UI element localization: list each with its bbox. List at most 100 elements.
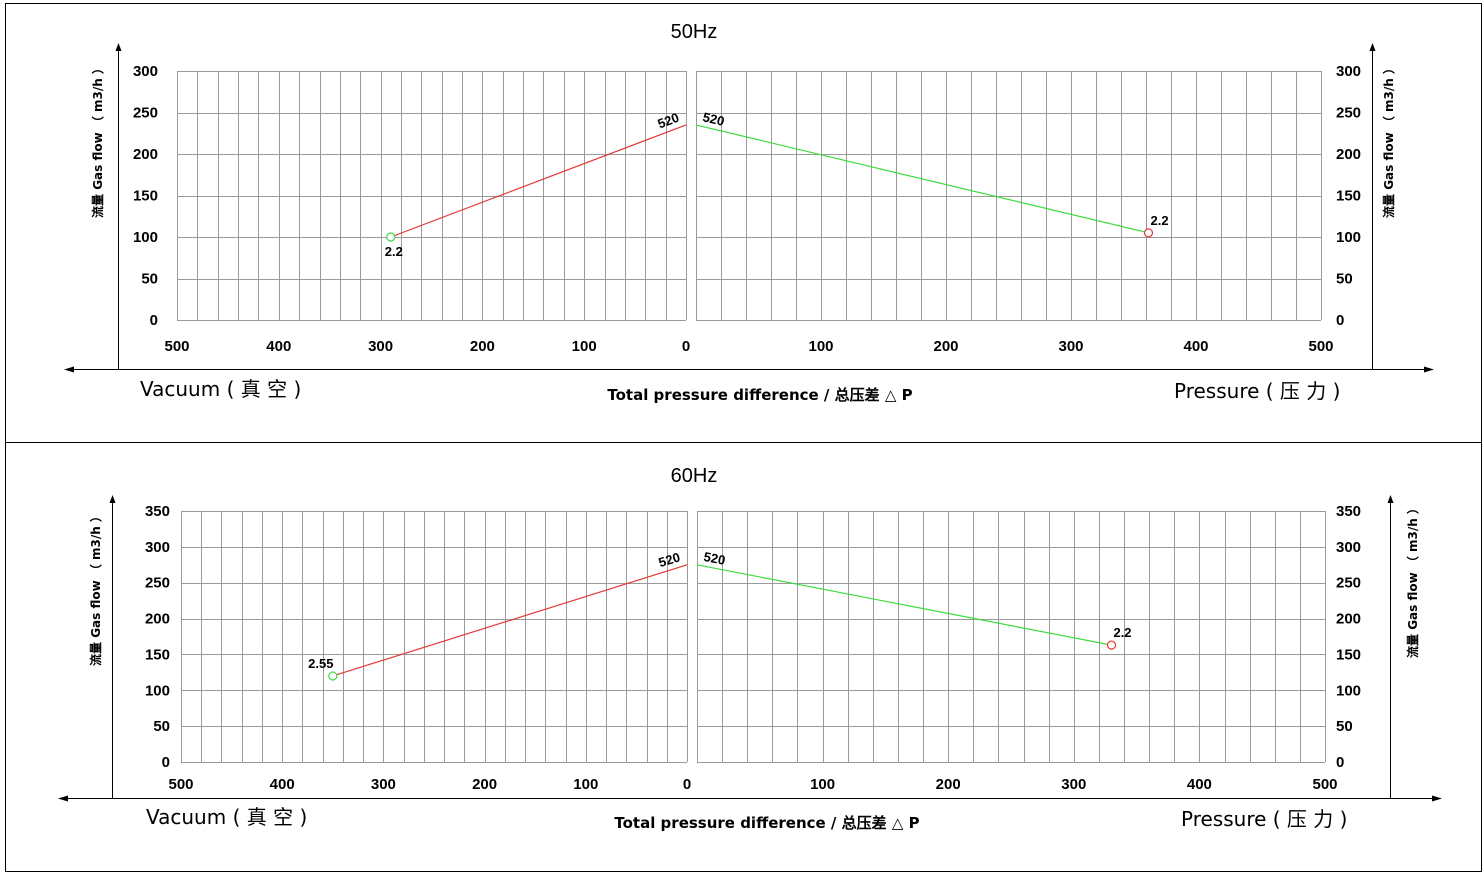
x-tick-label-vacuum: 300	[371, 776, 396, 793]
x-tick-label-pressure: 300	[1061, 776, 1086, 793]
data-label: 520	[657, 549, 682, 570]
y-tick-label-left: 150	[145, 646, 170, 663]
series-line-vacuum	[332, 564, 688, 677]
x-tick-label-vacuum: 400	[270, 776, 295, 793]
y-tick-label-right: 100	[1336, 682, 1361, 699]
y-tick-label-right: 50	[1336, 271, 1353, 288]
data-label: 2.55	[308, 656, 333, 671]
y-axis-label-left: 流量 Gas flow （ m3/h ）	[90, 62, 105, 218]
series-vacuum: 2.2 520	[385, 110, 687, 259]
y-tick-label-left: 200	[133, 146, 158, 163]
x-tick-label-pressure: 100	[810, 776, 835, 793]
y-tick-label-left: 50	[141, 271, 158, 288]
y-tick-label-left: 50	[153, 718, 170, 735]
y-tick-label-left: 200	[145, 611, 170, 628]
y-tick-label-right: 0	[1336, 754, 1344, 771]
series-pressure: 2.2 520	[695, 109, 1169, 238]
x-tick-label-pressure: 400	[1183, 338, 1208, 355]
x-tick-label-vacuum: 300	[368, 338, 393, 355]
data-label: 2.2	[1151, 213, 1169, 228]
right-y-axis-arrow	[1387, 495, 1394, 503]
vacuum-label: Vacuum ( 真 空 )	[146, 805, 307, 829]
x-tick-label-pressure: 500	[1312, 776, 1337, 793]
x-tick-label-vacuum: 0	[682, 338, 690, 355]
x-baseline-arrow-left	[64, 366, 74, 373]
y-tick-label-right: 0	[1336, 312, 1344, 329]
y-tick-label-left: 0	[150, 312, 158, 329]
y-axis-label-left: 流量 Gas flow （ m3/h ）	[88, 510, 103, 666]
data-label: 2.2	[385, 244, 403, 259]
x-baseline-arrow-right	[1424, 366, 1434, 373]
series-line-vacuum	[390, 124, 687, 238]
y-tick-label-left: 100	[145, 682, 170, 699]
series-pressure: 2.2 520	[696, 549, 1132, 650]
x-tick-label-vacuum: 500	[164, 338, 189, 355]
x-tick-label-pressure: 200	[933, 338, 958, 355]
y-tick-label-left: 150	[133, 188, 158, 205]
y-axis-label-right: 流量 Gas flow （ m3/h ）	[1405, 502, 1420, 658]
y-axis-label-right: 流量 Gas flow （ m3/h ）	[1381, 62, 1396, 218]
y-tick-label-right: 200	[1336, 611, 1361, 628]
x-tick-label-pressure: 500	[1308, 338, 1333, 355]
y-tick-label-left: 100	[133, 229, 158, 246]
series-vacuum: 2.55 520	[308, 549, 688, 681]
x-tick-label-pressure: 300	[1058, 338, 1083, 355]
x-tick-label-vacuum: 200	[470, 338, 495, 355]
pressure-label: Pressure ( 压 力 )	[1181, 807, 1347, 831]
x-tick-label-vacuum: 100	[572, 338, 597, 355]
data-label: 520	[701, 109, 726, 129]
y-tick-label-left: 250	[133, 105, 158, 122]
x-axis-label: Total pressure difference / 总压差 △ P	[614, 814, 919, 832]
x-tick-label-pressure: 200	[936, 776, 961, 793]
y-tick-label-right: 300	[1336, 63, 1361, 80]
y-tick-label-right: 50	[1336, 718, 1353, 735]
pressure-label: Pressure ( 压 力 )	[1174, 379, 1340, 403]
x-tick-label-pressure: 100	[808, 338, 833, 355]
y-tick-label-right: 100	[1336, 229, 1361, 246]
series-line-pressure	[696, 564, 1112, 646]
chart-panel-60Hz: 60Hz 0 50 100 150 200 250 300 350 0 50 100 150 200 250…	[58, 465, 1442, 832]
right-y-axis-arrow	[1369, 43, 1376, 51]
left-y-axis-arrow	[109, 495, 116, 503]
y-tick-label-left: 350	[145, 503, 170, 520]
figure-frame	[5, 3, 1482, 872]
x-axis-label: Total pressure difference / 总压差 △ P	[607, 386, 912, 404]
x-tick-label-vacuum: 200	[472, 776, 497, 793]
x-baseline-arrow-right	[1432, 795, 1442, 802]
y-tick-label-right: 250	[1336, 105, 1361, 122]
data-label: 520	[655, 110, 681, 132]
y-tick-label-right: 150	[1336, 188, 1361, 205]
data-point-marker	[328, 671, 338, 681]
data-label: 520	[702, 549, 726, 568]
grid-pressure	[697, 511, 1326, 763]
data-point-marker	[386, 232, 396, 242]
x-tick-label-vacuum: 100	[573, 776, 598, 793]
x-tick-label-vacuum: 400	[266, 338, 291, 355]
data-label: 2.2	[1113, 625, 1131, 640]
data-point-marker	[1143, 228, 1154, 238]
left-y-axis-arrow	[115, 43, 122, 51]
y-tick-label-left: 300	[133, 63, 158, 80]
chart-title: 50Hz	[671, 21, 718, 43]
grid-vacuum	[181, 511, 688, 763]
y-tick-label-right: 200	[1336, 146, 1361, 163]
y-tick-label-right: 300	[1336, 539, 1361, 556]
x-baseline-arrow-left	[58, 795, 68, 802]
y-tick-label-right: 150	[1336, 646, 1361, 663]
grid-pressure	[696, 71, 1322, 321]
y-tick-label-right: 350	[1336, 503, 1361, 520]
x-tick-label-pressure: 400	[1187, 776, 1212, 793]
y-tick-label-left: 300	[145, 539, 170, 556]
data-point-marker	[1106, 640, 1117, 650]
grid-vacuum	[177, 71, 687, 321]
y-tick-label-left: 0	[162, 754, 170, 771]
chart-panel-50Hz: 50Hz 0 50 100 150 200 250 300 0 50 100 150 200 250 300…	[64, 21, 1434, 404]
x-tick-label-vacuum: 500	[168, 776, 193, 793]
series-line-pressure	[695, 124, 1149, 234]
chart-title: 60Hz	[671, 465, 718, 487]
y-tick-label-right: 250	[1336, 575, 1361, 592]
y-tick-label-left: 250	[145, 575, 170, 592]
x-tick-label-vacuum: 0	[683, 776, 691, 793]
